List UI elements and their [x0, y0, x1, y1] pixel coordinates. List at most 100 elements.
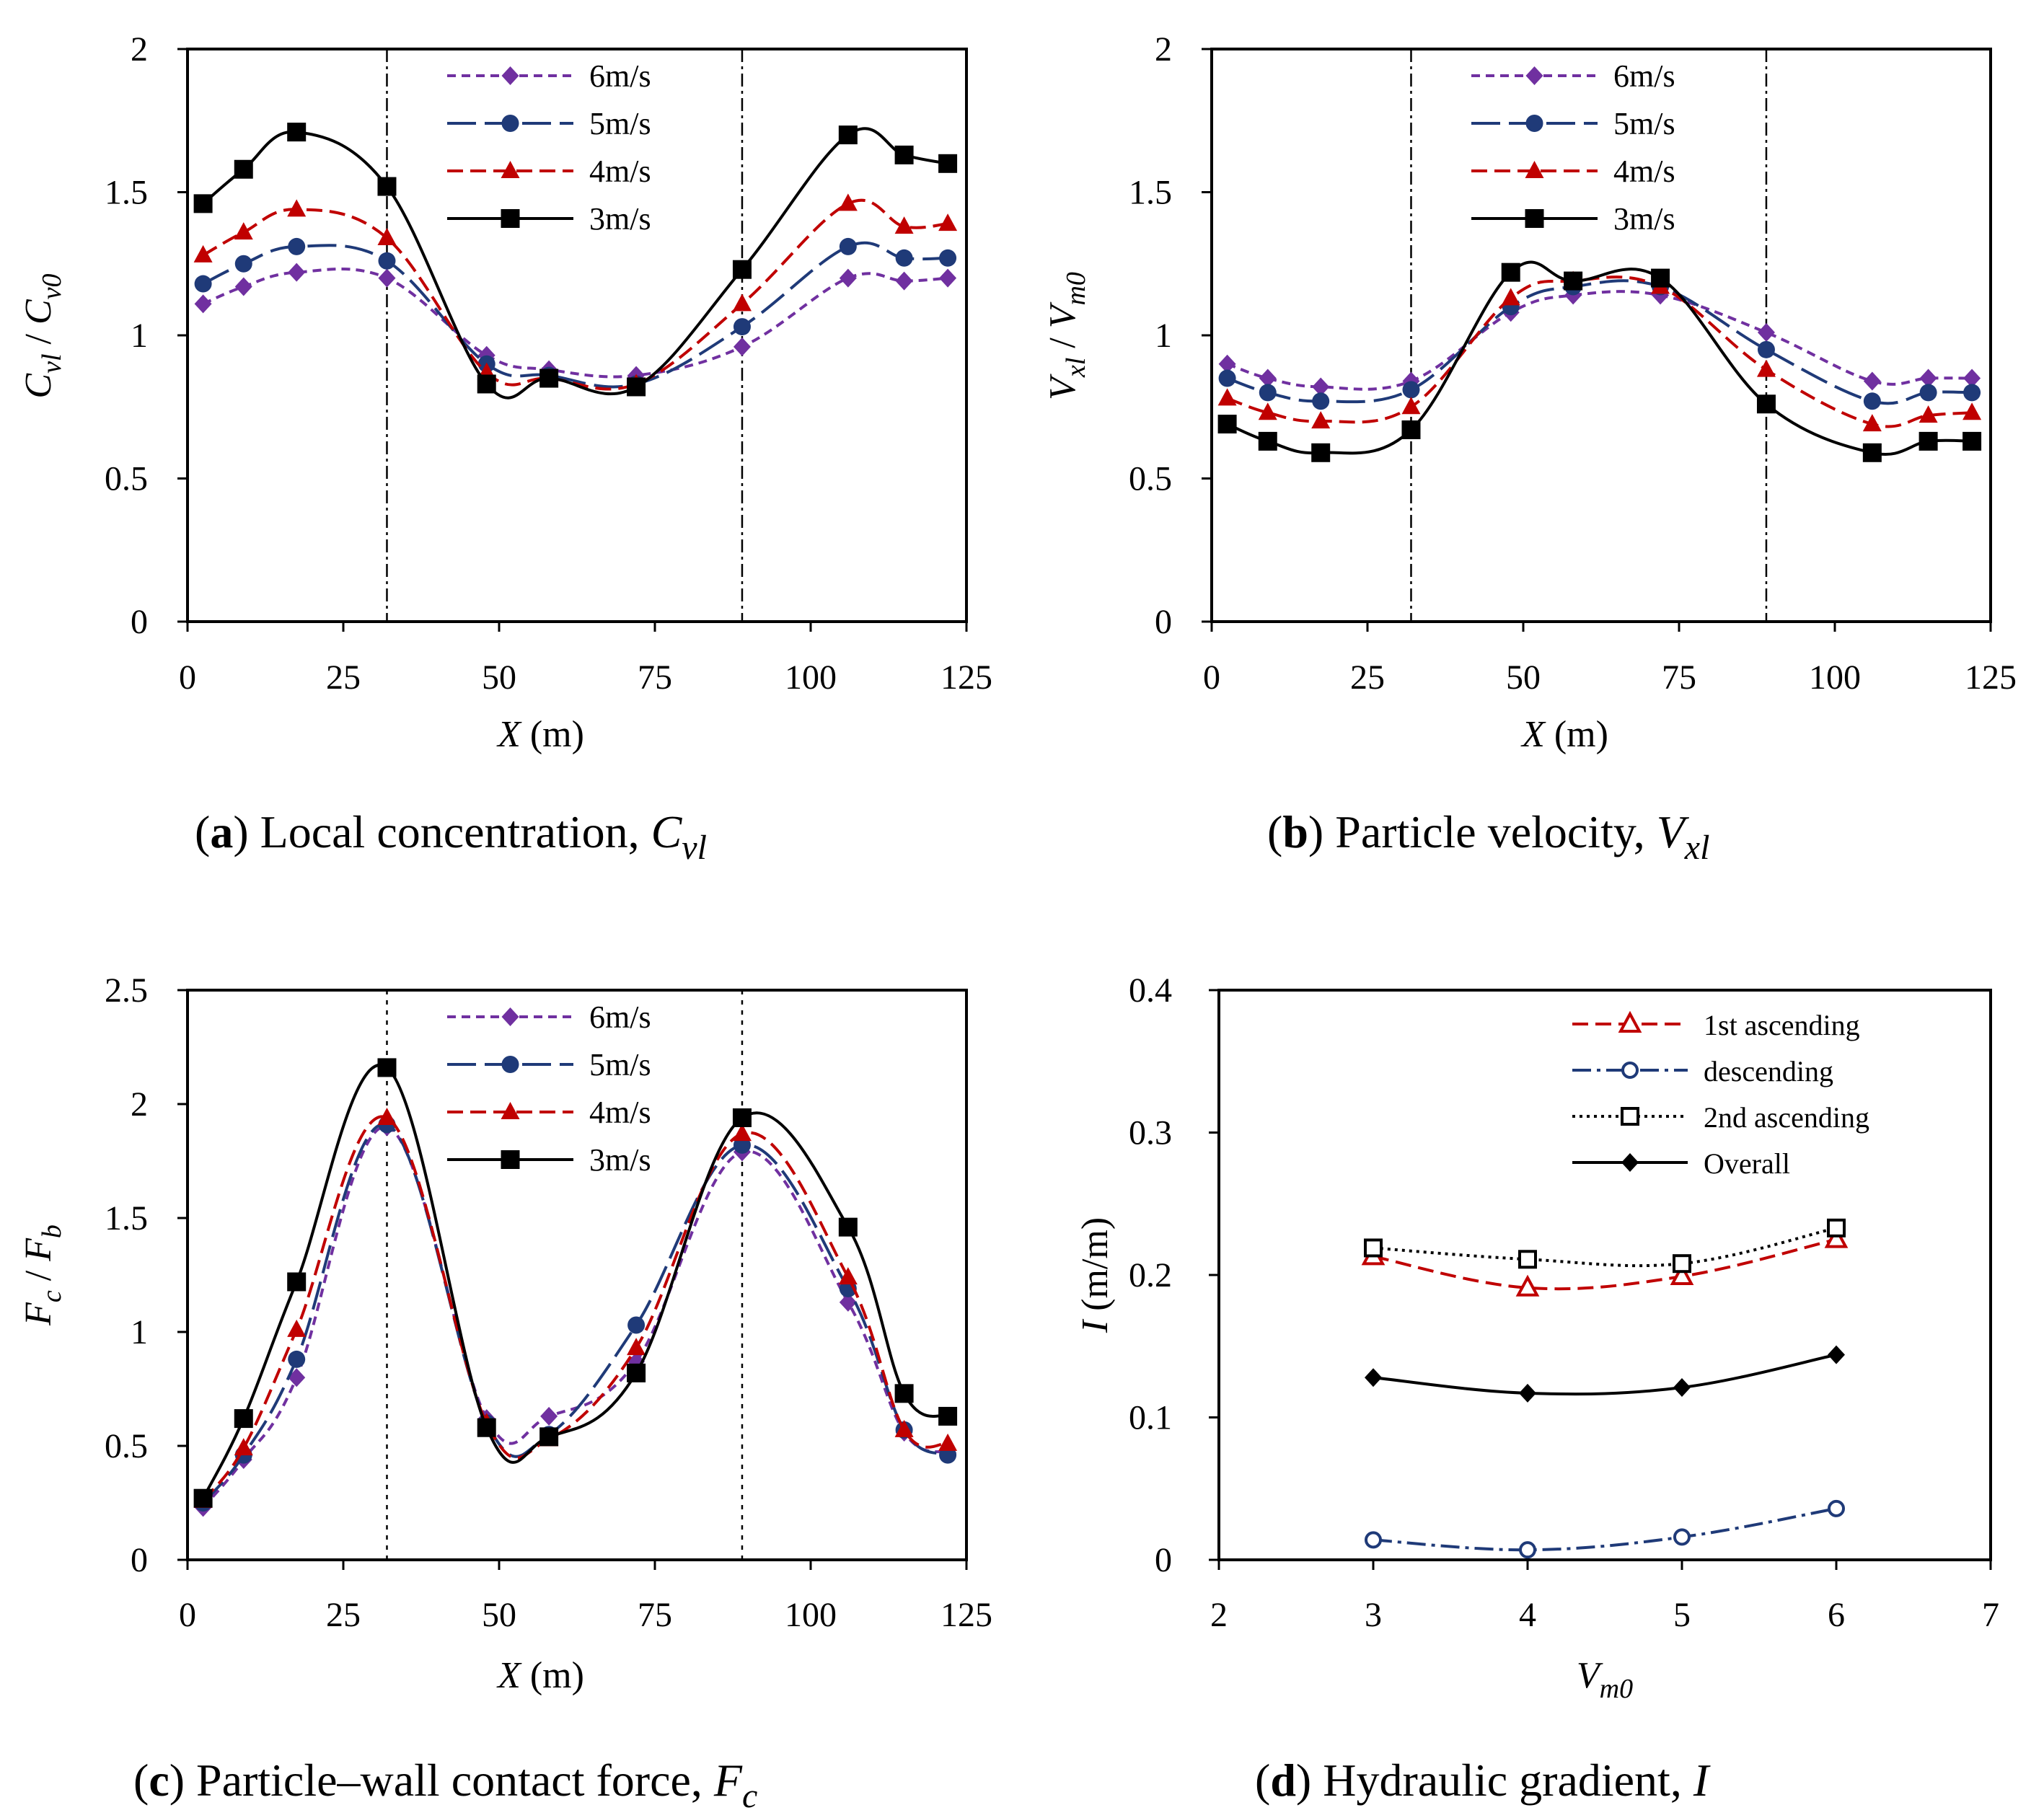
y-tick-label: 1 [131, 317, 148, 355]
series-descending [1365, 1499, 1845, 1559]
x-tick-label: 7 [1982, 1596, 1999, 1634]
legend-entry: 3m/s [1471, 201, 1675, 237]
data-point [838, 1217, 858, 1237]
data-point [288, 1350, 306, 1368]
x-tick-label: 50 [482, 658, 516, 697]
data-point [1828, 1345, 1845, 1364]
series-line [202, 198, 948, 391]
data-point [1862, 414, 1882, 432]
y-axis-label: Cvl / Cv0 [18, 273, 67, 398]
data-point [838, 193, 858, 211]
x-tick-label: 125 [940, 658, 992, 697]
series-line [202, 268, 948, 379]
data-point [627, 377, 646, 397]
data-point [1259, 369, 1277, 388]
plot-frame-b [1210, 48, 1992, 623]
legend-label: 4m/s [1613, 154, 1675, 189]
data-point [732, 1124, 752, 1142]
series-overall [1365, 1345, 1845, 1403]
data-point [1963, 384, 1981, 402]
legend-label: 5m/s [589, 1047, 651, 1082]
data-point [1218, 354, 1236, 374]
y-tick-label: 1.5 [105, 174, 148, 212]
series-line [202, 1115, 948, 1502]
data-point [1311, 443, 1331, 462]
y-tick-label: 0 [1155, 603, 1172, 641]
x-tick-label: 4 [1519, 1596, 1536, 1634]
data-point [838, 125, 858, 145]
series-6m-s [1218, 286, 1981, 397]
data-point [732, 294, 752, 312]
legend-marker [501, 66, 519, 85]
y-tick-label: 0.3 [1129, 1114, 1172, 1152]
data-point [1757, 323, 1775, 343]
legend-marker [1525, 66, 1543, 85]
data-point [287, 199, 307, 217]
legend-label: 1st ascending [1704, 1009, 1860, 1041]
data-point [1258, 431, 1277, 451]
legend-entry: 5m/s [447, 1047, 651, 1082]
data-point [1518, 1250, 1537, 1269]
legend-marker [501, 1150, 520, 1169]
x-tick-label: 0 [1203, 658, 1220, 697]
data-point [1401, 420, 1421, 440]
legend-label: 4m/s [589, 1095, 651, 1130]
legend-entry: 4m/s [1471, 154, 1675, 189]
y-tick-label: 1.5 [1129, 174, 1172, 212]
legend-entry: 6m/s [447, 1000, 651, 1035]
series-line [1226, 275, 1973, 428]
data-point [939, 268, 957, 288]
y-tick-label: 0 [131, 1541, 148, 1579]
data-point [377, 1107, 397, 1125]
x-tick-label: 6 [1828, 1596, 1845, 1634]
data-point [1673, 1254, 1691, 1274]
legend-marker [501, 209, 520, 228]
y-tick-label: 2.5 [105, 971, 148, 1010]
data-point [1919, 369, 1937, 388]
series-4m-s [193, 193, 958, 392]
legend-entry: 5m/s [447, 106, 651, 141]
x-tick-label: 100 [785, 1596, 837, 1634]
data-point [733, 337, 751, 356]
plot-frame-c [186, 989, 968, 1561]
data-point [894, 216, 914, 234]
chart-a: 0 0.5 1 1.5 2 0 25 50 75 100 125 X (m) Cvl / Cv0 6m/s… [18, 30, 992, 867]
y-tick-label: 0 [1155, 1541, 1172, 1579]
legend-entry: descending [1572, 1055, 1833, 1087]
x-tick-label: 75 [638, 658, 672, 697]
series-1st-ascending [1361, 1226, 1849, 1297]
x-tick-label: 5 [1673, 1596, 1691, 1634]
series-6m-s [194, 262, 957, 385]
data-point [1919, 431, 1938, 451]
series-line [202, 241, 948, 389]
x-tick-label: 50 [1506, 658, 1541, 697]
x-axis-label: X (m) [496, 1655, 584, 1696]
y-tick-label: 1 [1155, 317, 1172, 355]
legend-marker [1621, 1107, 1639, 1126]
legend-entry: 1st ascending [1572, 1009, 1860, 1041]
legend-label: 3m/s [589, 1142, 651, 1178]
data-point [838, 1267, 858, 1285]
legend-marker [1621, 1062, 1639, 1079]
panel-caption: (a) Local concentration, Cvl [195, 806, 707, 867]
data-point [1259, 384, 1277, 402]
data-point [1670, 1263, 1694, 1285]
legend-entry: 2nd ascending [1572, 1101, 1869, 1134]
y-axis-label: Vxl / Vm0 [1042, 272, 1091, 400]
data-point [234, 222, 253, 240]
data-point [1401, 397, 1421, 415]
series-3m-s [193, 1058, 958, 1508]
data-point [288, 237, 306, 255]
y-tick-label: 2 [131, 30, 148, 69]
data-point [1651, 268, 1670, 288]
data-point [894, 145, 914, 164]
data-point [1756, 394, 1776, 414]
data-point [1217, 415, 1237, 434]
series-line [202, 1125, 948, 1509]
data-point [288, 262, 306, 282]
data-point [539, 369, 559, 388]
legend-entry: 4m/s [447, 1095, 651, 1130]
data-point [540, 1406, 558, 1426]
data-point [839, 237, 857, 255]
legend-marker [501, 161, 520, 178]
